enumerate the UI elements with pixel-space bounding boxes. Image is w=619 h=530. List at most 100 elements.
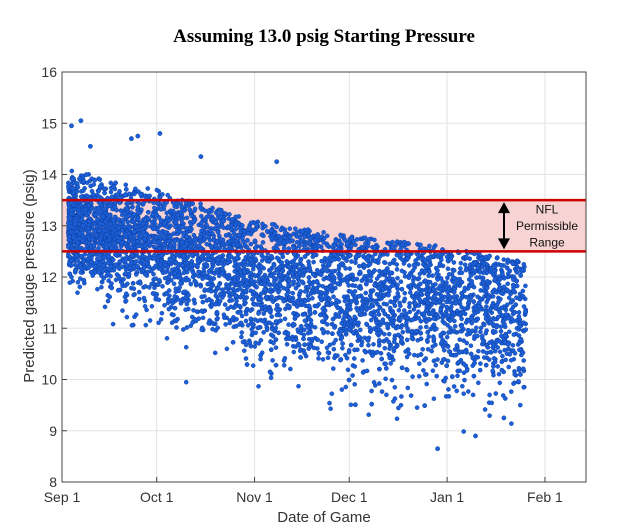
data-point (351, 330, 356, 336)
data-point (269, 314, 275, 319)
data-point (204, 222, 209, 228)
data-point (107, 213, 112, 219)
data-point (215, 315, 220, 321)
data-point (209, 244, 214, 250)
data-point (521, 358, 527, 363)
data-point (509, 299, 514, 305)
data-point (481, 355, 487, 360)
data-point (506, 364, 512, 370)
data-point (389, 270, 395, 276)
data-point (502, 396, 508, 401)
data-point (313, 238, 319, 244)
data-point (302, 318, 308, 324)
data-point (470, 392, 476, 398)
data-point (213, 293, 219, 299)
data-point (377, 291, 383, 297)
data-point (347, 253, 353, 259)
data-point (351, 356, 357, 361)
data-point (299, 300, 304, 305)
data-point (490, 368, 496, 374)
data-point (306, 279, 312, 285)
data-point (165, 279, 171, 285)
data-point (477, 367, 483, 373)
data-point (514, 270, 520, 275)
data-point (366, 237, 372, 242)
data-point (223, 322, 228, 327)
data-point (479, 264, 485, 270)
data-point (501, 284, 507, 290)
data-point (181, 253, 186, 259)
data-point (465, 327, 471, 333)
data-point (248, 257, 254, 263)
data-point (123, 291, 129, 297)
data-point (510, 342, 516, 348)
data-point (315, 337, 320, 343)
data-point (290, 290, 296, 296)
data-point (132, 233, 137, 238)
data-point (123, 182, 129, 188)
data-point (353, 260, 358, 266)
data-point (135, 216, 141, 222)
data-point (290, 321, 296, 327)
data-point (210, 216, 216, 221)
data-point (461, 362, 467, 367)
data-point (427, 243, 432, 249)
data-point (212, 226, 217, 231)
data-point (96, 245, 101, 251)
data-point (274, 306, 279, 312)
data-point (335, 281, 341, 287)
data-point (92, 264, 98, 269)
data-point (297, 348, 303, 354)
data-point (485, 344, 491, 350)
data-point (111, 218, 116, 223)
data-point (451, 260, 457, 265)
data-point (233, 303, 239, 309)
data-point (143, 322, 149, 328)
data-point (330, 366, 336, 371)
data-point (464, 294, 469, 300)
data-point (497, 349, 503, 355)
data-point (520, 294, 526, 299)
data-point (116, 287, 121, 293)
data-point (133, 272, 139, 277)
data-point (107, 294, 112, 300)
data-point (362, 235, 368, 241)
data-point (147, 318, 153, 323)
data-point (394, 296, 400, 302)
data-point (446, 330, 451, 335)
data-point (239, 330, 245, 335)
data-point (109, 285, 114, 291)
data-point (224, 274, 230, 280)
data-point (371, 379, 377, 385)
data-point (158, 207, 164, 212)
data-point (340, 308, 345, 314)
data-point (288, 366, 293, 372)
data-point (248, 241, 254, 247)
data-point (241, 348, 247, 354)
data-point (267, 320, 273, 326)
data-point (400, 257, 405, 263)
data-point (69, 168, 75, 174)
data-point (218, 208, 223, 213)
data-point (189, 213, 194, 219)
data-point (238, 320, 244, 326)
data-point (348, 402, 354, 408)
data-point (345, 367, 351, 373)
data-point (503, 307, 509, 313)
data-point (248, 316, 254, 322)
data-point (387, 261, 393, 267)
data-point (487, 349, 493, 355)
data-point (310, 295, 315, 301)
data-point (360, 370, 366, 375)
data-point (267, 369, 273, 375)
data-point (108, 189, 114, 195)
data-point (493, 391, 499, 396)
data-point (329, 301, 335, 306)
data-point (99, 273, 104, 278)
data-point (286, 264, 292, 270)
data-point (258, 337, 264, 343)
data-point (188, 281, 194, 287)
data-point (158, 317, 164, 322)
data-point (364, 279, 370, 285)
data-point (102, 255, 108, 260)
